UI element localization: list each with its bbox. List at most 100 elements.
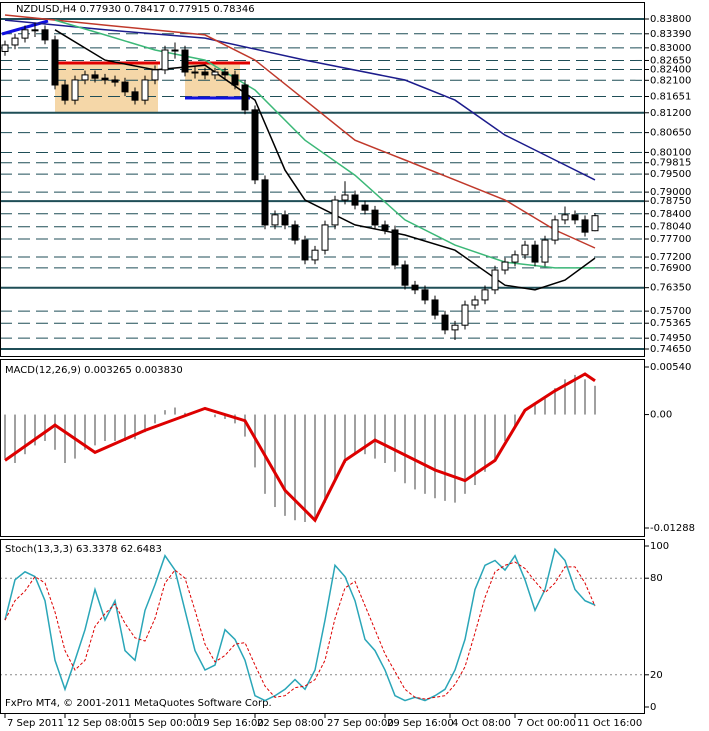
candle-body [191, 71, 199, 74]
candle-body [491, 269, 499, 291]
y-tick-label: 0.81651 [650, 92, 691, 103]
candle-body [161, 49, 169, 71]
x-tick-label: 4 Oct 08:00 [452, 718, 511, 729]
y-tick-label: 0.76900 [650, 263, 691, 274]
candle-body [401, 264, 409, 286]
y-tick-label: 100 [650, 541, 669, 552]
x-tick-label: 7 Sep 2011 [7, 718, 64, 729]
candle-body [121, 81, 129, 93]
moving-average [54, 19, 595, 269]
x-tick-label: 15 Sep 00:00 [132, 718, 199, 729]
candle-body [201, 71, 209, 76]
candle-body [541, 239, 549, 263]
candle-body [141, 79, 149, 101]
candle-body [211, 71, 219, 76]
candle-body [431, 299, 439, 316]
candle-body [451, 324, 459, 331]
candle-body [11, 37, 19, 46]
y-tick-label: 0.74950 [650, 333, 691, 344]
y-tick-label: 0.79000 [650, 187, 691, 198]
y-tick-label: 0.79815 [650, 158, 691, 169]
x-tick-label: 29 Sep 16:00 [387, 718, 454, 729]
y-tick-label: 0.76350 [650, 283, 691, 294]
candle-body [71, 79, 79, 101]
candle-body [181, 49, 189, 73]
candle-body [41, 29, 49, 41]
candle-body [61, 84, 69, 101]
candle-body [391, 229, 399, 266]
x-tick-label: 19 Sep 16:00 [197, 718, 264, 729]
candle-body [551, 219, 559, 241]
y-tick-label: 0.75365 [650, 318, 691, 329]
x-tick-label: 11 Oct 16:00 [577, 718, 642, 729]
y-tick-label: 0.83390 [650, 29, 691, 40]
candle-body [311, 249, 319, 261]
candle-body [241, 84, 249, 111]
candle-body [371, 209, 379, 226]
candle-body [271, 214, 279, 226]
candle-body [291, 224, 299, 241]
candle-body [361, 204, 369, 211]
candle-body [581, 219, 589, 233]
macd-signal [4, 372, 596, 523]
candle-body [261, 179, 269, 226]
y-tick-label: 0.00 [650, 410, 672, 421]
candle-body [131, 91, 139, 101]
candle-body [81, 74, 89, 81]
candle-body [171, 49, 179, 52]
x-tick-label: 27 Sep 00:00 [327, 718, 394, 729]
candle-body [571, 214, 579, 221]
y-tick-label: 0.80100 [650, 147, 691, 158]
candle-body [251, 109, 259, 181]
candle-body [91, 74, 99, 79]
y-tick-label: 0.77700 [650, 234, 691, 245]
y-tick-label: 0.78040 [650, 222, 691, 233]
candle-body [151, 69, 159, 81]
candle-body [31, 29, 39, 32]
candle-body [561, 214, 569, 221]
y-tick-label: 20 [650, 670, 663, 681]
candle-body [461, 304, 469, 326]
y-tick-label: 0.81200 [650, 108, 691, 119]
stoch-signal [4, 561, 596, 700]
candle-body [231, 74, 239, 86]
chart-title: NZDUSD,H4 0.77930 0.78417 0.77915 0.7834… [16, 4, 255, 15]
candle-body [51, 39, 59, 86]
candle-body [321, 224, 329, 251]
y-tick-label: 80 [650, 573, 663, 584]
y-tick-label: 0.75700 [650, 306, 691, 317]
moving-average [4, 19, 596, 181]
indicator-title: Stoch(13,3,3) 63.3378 62.6483 [5, 544, 162, 555]
y-tick-label: 0.74650 [650, 344, 691, 355]
candle-body [101, 77, 109, 81]
y-tick-label: 0.82400 [650, 64, 691, 75]
y-tick-label: 0.82650 [650, 55, 691, 66]
candle-body [21, 29, 29, 39]
y-tick-label: 0.83800 [650, 14, 691, 25]
candle-body [381, 224, 389, 231]
x-tick-label: 22 Sep 08:00 [257, 718, 324, 729]
candle-body [301, 239, 309, 261]
y-tick-label: 0.83000 [650, 43, 691, 54]
candle-body [481, 289, 489, 301]
y-tick-label: 0.80650 [650, 128, 691, 139]
candle-body [471, 299, 479, 306]
y-tick-label: 0.78400 [650, 209, 691, 220]
candle-body [281, 214, 289, 226]
candle-body [521, 244, 529, 256]
candle-body [331, 199, 339, 226]
moving-average [4, 14, 596, 249]
range-box [185, 63, 240, 98]
y-tick-label: 0.79500 [650, 169, 691, 180]
candle-body [111, 79, 119, 83]
indicator-title: MACD(12,26,9) 0.003265 0.003830 [5, 365, 183, 376]
candle-body [411, 284, 419, 291]
candle-body [591, 215, 599, 232]
y-tick-label: 0 [650, 702, 656, 713]
candle-body [421, 289, 429, 301]
main-frame [0, 2, 645, 357]
y-tick-label: 0.00540 [650, 362, 691, 373]
candle-body [341, 194, 349, 201]
candle-body [441, 314, 449, 331]
